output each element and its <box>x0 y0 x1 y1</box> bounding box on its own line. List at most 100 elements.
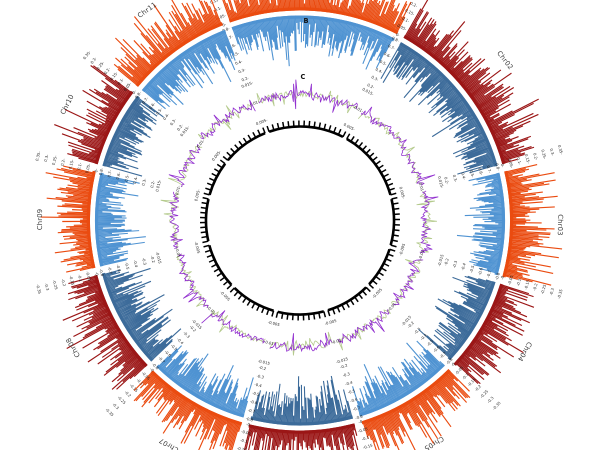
ruler-ticks <box>390 196 400 248</box>
track-a-bars <box>222 0 412 35</box>
axis-tick-label: 0.8- <box>222 26 231 34</box>
axis-tick-label: -0.15 <box>129 383 140 394</box>
track-a-bars <box>54 65 134 165</box>
axis-tick-label: 0.25- <box>51 154 58 165</box>
axis-tick-label: -0.1 <box>240 437 249 444</box>
axis-tick-label: 0.015- <box>154 179 162 193</box>
axis-tick-label: -0.01 <box>417 249 425 260</box>
ruler-arc <box>277 310 325 316</box>
axis-tick-label: -0 <box>246 421 251 427</box>
track-c-line-purple <box>392 259 424 306</box>
track-a-bars <box>113 0 223 87</box>
track-b-bars <box>418 275 496 360</box>
axis-tick-label: -0.6 <box>164 349 173 358</box>
axis-tick-label: 0.5- <box>231 50 240 58</box>
axis-tick-label: 0.4- <box>375 66 384 74</box>
axis-tick-label: -0.01 <box>264 339 275 346</box>
axis-tick-label: 0.15- <box>109 70 119 81</box>
ruler-arc <box>346 137 392 196</box>
track-c-line-purple <box>361 106 436 186</box>
chromosome-label: Chr10 <box>59 93 76 116</box>
axis-tick-label: 0.2- <box>176 122 185 131</box>
axis-tick-label: -0 <box>499 275 505 281</box>
track-a-bars <box>362 369 471 450</box>
axis-tick-label: -0.01 <box>387 301 398 312</box>
chr-Chr08: -0-0.05-0.1-0.15-0.2-0.25-0.3-0.35-0.2-0… <box>62 244 233 418</box>
axis-tick-label: 0.005- <box>210 149 222 162</box>
axis-tick-label: -0.2 <box>258 364 267 371</box>
chr-Chr10: 0-0.05-0.1-0.15-0.2-0.25-0.3-0.35-0.2-0.… <box>34 65 227 202</box>
track-c-line-purple <box>169 191 183 250</box>
axis-tick-label: 0.05- <box>216 12 228 20</box>
axis-tick-label: 0.4- <box>132 175 139 184</box>
track-b-bars <box>251 375 353 426</box>
axis-tick-label: -0.05 <box>357 426 368 434</box>
axis-tick-label: -0.25 <box>479 388 490 399</box>
chr-Chr07: -0-0.05-0.1-0.15-0.2-0.25-0.3-0.35-0.2-0… <box>133 286 281 450</box>
axis-tick-label: 0- <box>131 88 138 95</box>
axis-tick-label: -0.01 <box>331 337 342 345</box>
axis-tick-label: 0.05- <box>396 23 408 32</box>
axis-tick-label: 0.2- <box>366 82 375 90</box>
axis-tick-label: -0.4 <box>419 332 428 341</box>
axis-tick-label: 0.3- <box>43 153 50 162</box>
axis-tick-label: 0.35- <box>34 150 41 161</box>
ruler-arc <box>208 244 233 286</box>
axis-tick-label: -0.005 <box>324 318 338 326</box>
axis-tick-label: 0.005- <box>343 122 357 132</box>
axis-tick-label: 0.01- <box>418 182 426 193</box>
axis-tick-label: 0.15- <box>524 153 532 164</box>
ruler-ticks <box>200 196 209 244</box>
axis-tick-label: -0.4 <box>345 379 354 386</box>
axis-tick-label: 0.5- <box>123 173 130 182</box>
ruler-ticks <box>266 120 347 138</box>
ruler-ticks <box>203 244 232 290</box>
axis-tick-label: -0 <box>450 361 457 368</box>
track-c-line-green <box>357 113 425 186</box>
axis-tick-label: -0.1 <box>361 434 370 441</box>
axis-tick-label: 0.25- <box>540 149 548 160</box>
chr-Chr11: 0-0.05-0.1-0.15-0.2-0.25-0.3-0.35-0.2-0.… <box>82 0 266 162</box>
axis-tick-label: 0.005- <box>255 117 269 126</box>
axis-tick-label: -0.1 <box>515 277 522 286</box>
axis-tick-label: 0- <box>221 21 227 27</box>
axis-tick-label: 0.015- <box>241 80 255 89</box>
axis-tick-label: 0.05- <box>507 158 515 169</box>
axis-tick-label: -0.5 <box>124 262 131 271</box>
axis-tick-label: -0.8 <box>355 413 364 420</box>
axis-tick-label: 0.015- <box>437 176 445 190</box>
axis-tick-label: 0.2- <box>409 0 418 8</box>
ruler-ticks <box>229 287 275 317</box>
axis-tick-label: -0.01 <box>206 305 217 316</box>
axis-tick-label: -0.015 <box>155 251 163 265</box>
axis-tick-label: -0.2 <box>60 278 67 287</box>
ruler-arc <box>204 198 210 242</box>
axis-tick-label: -0.4 <box>460 262 467 271</box>
axis-tick-label: -0.35 <box>104 407 115 418</box>
axis-tick-label: 0.005- <box>398 186 406 200</box>
axis-tick-label: 0.35- <box>82 49 92 60</box>
track-c-line-green <box>416 191 438 253</box>
axis-tick-label: 0.5- <box>469 169 476 178</box>
axis-tick-label: -0.15 <box>362 442 373 450</box>
track-c-line-purple <box>178 253 209 309</box>
axis-tick-label: 0.6- <box>148 101 157 110</box>
ruler-ticks <box>327 286 371 317</box>
axis-tick-label: 0- <box>93 167 99 172</box>
generated-tracks: 0-0.05-0.1-0.15-0.2-0.25-0.3-0.35-0.2-0.… <box>34 0 564 450</box>
track-a-bars <box>403 0 539 165</box>
axis-tick-label: -0.35 <box>491 400 502 411</box>
chromosome-label: Chr07 <box>158 436 181 450</box>
axis-tick-label: 0.005- <box>193 188 201 202</box>
axis-tick-label: 0.05- <box>122 81 132 92</box>
axis-tick-label: 0.015- <box>179 124 191 137</box>
track-a-bars <box>62 275 148 390</box>
axis-tick-label: 0.01- <box>353 104 365 113</box>
axis-tick-label: 0.2- <box>149 179 156 188</box>
ruler-ticks <box>346 133 397 196</box>
track-b-bars <box>102 96 164 177</box>
axis-tick-label: 0.3- <box>237 67 246 75</box>
ruler-arc <box>233 286 274 312</box>
track-c-line-green <box>209 309 266 343</box>
